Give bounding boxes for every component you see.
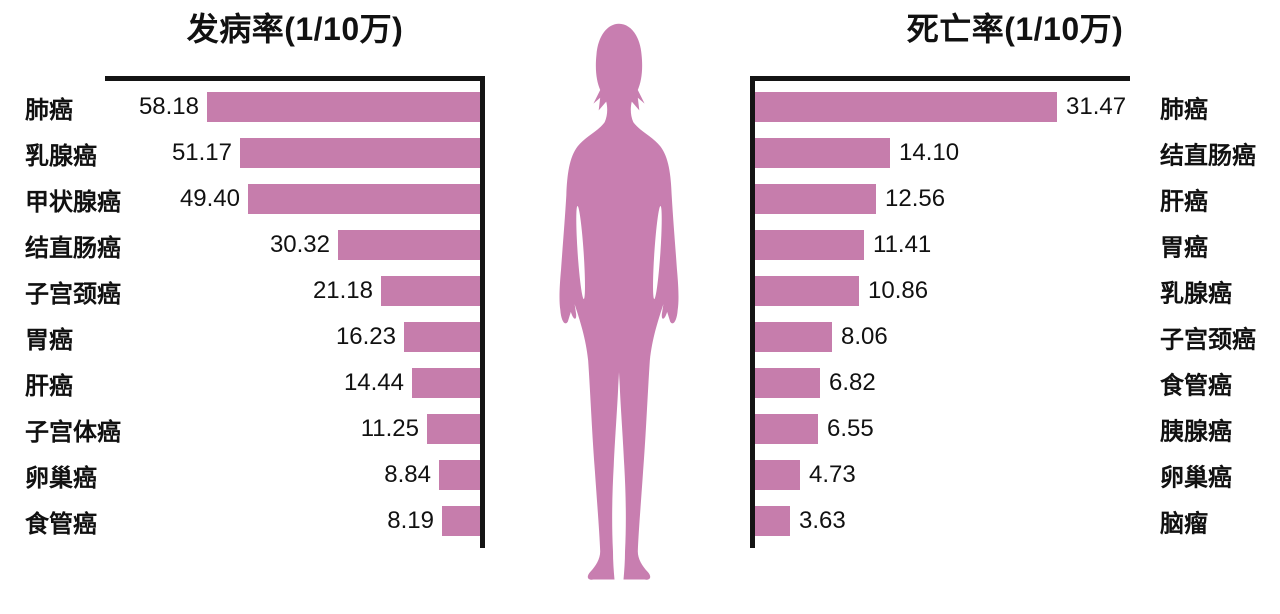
incidence-chart-top-border [105, 76, 485, 81]
bar-row: 子宫颈癌 21.18 [25, 268, 480, 314]
bar [755, 460, 800, 490]
value-label: 14.10 [899, 139, 960, 166]
category-label: 结直肠癌 [1160, 142, 1256, 170]
category-label: 胃癌 [25, 326, 73, 354]
bar [755, 506, 790, 536]
bar-row: 食管癌 8.19 [25, 498, 480, 544]
category-label: 卵巢癌 [1160, 464, 1232, 492]
bar-row: 12.56 肝癌 [755, 176, 1280, 222]
category-label: 肺癌 [1160, 96, 1208, 124]
bar [755, 92, 1057, 122]
bar-row: 10.86 乳腺癌 [755, 268, 1280, 314]
category-label: 胃癌 [1160, 234, 1208, 262]
category-label: 卵巢癌 [25, 464, 97, 492]
bar [755, 276, 859, 306]
bar [755, 322, 832, 352]
category-label: 乳腺癌 [25, 142, 97, 170]
category-label: 乳腺癌 [1160, 280, 1232, 308]
bar-row: 31.47 肺癌 [755, 84, 1280, 130]
bar-row: 11.41 胃癌 [755, 222, 1280, 268]
value-label: 51.17 [171, 139, 232, 166]
incidence-chart-axis-line [480, 76, 485, 548]
bar [240, 138, 480, 168]
bar-row: 胃癌 16.23 [25, 314, 480, 360]
value-label: 12.56 [885, 185, 946, 212]
bar-row: 肺癌 58.18 [25, 84, 480, 130]
bar-row: 3.63 脑瘤 [755, 498, 1280, 544]
right-arm-gap [653, 205, 662, 300]
incidence-chart-title: 发病率(1/10万) [186, 11, 404, 47]
bar [442, 506, 480, 536]
value-label: 11.41 [873, 231, 932, 258]
silhouette-body-path [559, 23, 679, 580]
bar-row: 卵巢癌 8.84 [25, 452, 480, 498]
value-label: 8.06 [841, 323, 888, 350]
bar-row: 6.55 胰腺癌 [755, 406, 1280, 452]
value-label: 30.32 [269, 231, 330, 258]
bar-row: 8.06 子宫颈癌 [755, 314, 1280, 360]
category-label: 肝癌 [25, 372, 73, 400]
value-label: 3.63 [799, 507, 846, 534]
category-label: 肺癌 [25, 96, 73, 124]
incidence-bar-rows: 肺癌 58.18 乳腺癌 51.17 甲状腺癌 49.40 结直肠癌 30.32 子宫颈癌 21.… [25, 84, 480, 544]
bar [755, 184, 876, 214]
value-label: 8.84 [384, 461, 431, 488]
bar [207, 92, 480, 122]
bar [404, 322, 480, 352]
bar [427, 414, 480, 444]
bar-row: 结直肠癌 30.32 [25, 222, 480, 268]
value-label: 11.25 [360, 415, 419, 442]
bar-row: 6.82 食管癌 [755, 360, 1280, 406]
mortality-chart-title: 死亡率(1/10万) [906, 11, 1124, 47]
value-label: 49.40 [179, 185, 240, 212]
category-label: 食管癌 [1160, 372, 1232, 400]
category-label: 子宫颈癌 [1160, 326, 1256, 354]
bar [439, 460, 480, 490]
category-label: 肝癌 [1160, 188, 1208, 216]
value-label: 14.44 [343, 369, 404, 396]
value-label: 21.18 [312, 277, 373, 304]
value-label: 58.18 [138, 93, 199, 120]
bar [248, 184, 480, 214]
value-label: 10.86 [868, 277, 929, 304]
bar [755, 230, 864, 260]
value-label: 6.55 [827, 415, 874, 442]
bar [412, 368, 480, 398]
value-label: 16.23 [335, 323, 396, 350]
mortality-chart-top-border [750, 76, 1130, 81]
value-label: 4.73 [809, 461, 856, 488]
bar-row: 乳腺癌 51.17 [25, 130, 480, 176]
mortality-bar-rows: 31.47 肺癌 14.10 结直肠癌 12.56 肝癌 11.41 胃癌 10.86 乳腺癌 8.… [755, 84, 1280, 544]
value-label: 6.82 [829, 369, 876, 396]
female-body-silhouette [540, 16, 698, 600]
mortality-chart-axis-line [750, 76, 755, 548]
female-silhouette-svg [559, 23, 679, 580]
category-label: 子宫体癌 [25, 418, 121, 446]
category-label: 脑瘤 [1160, 510, 1208, 538]
left-arm-gap [576, 205, 585, 300]
category-label: 子宫颈癌 [25, 280, 121, 308]
bar [755, 138, 890, 168]
category-label: 食管癌 [25, 510, 97, 538]
category-label: 胰腺癌 [1160, 418, 1232, 446]
category-label: 甲状腺癌 [25, 188, 121, 216]
value-label: 31.47 [1066, 93, 1127, 120]
bar [338, 230, 480, 260]
bar-row: 子宫体癌 11.25 [25, 406, 480, 452]
bar [755, 368, 820, 398]
bar [381, 276, 480, 306]
category-label: 结直肠癌 [25, 234, 121, 262]
bar-row: 肝癌 14.44 [25, 360, 480, 406]
bar-row: 4.73 卵巢癌 [755, 452, 1280, 498]
bar [755, 414, 818, 444]
value-label: 8.19 [387, 507, 434, 534]
bar-row: 14.10 结直肠癌 [755, 130, 1280, 176]
bar-row: 甲状腺癌 49.40 [25, 176, 480, 222]
